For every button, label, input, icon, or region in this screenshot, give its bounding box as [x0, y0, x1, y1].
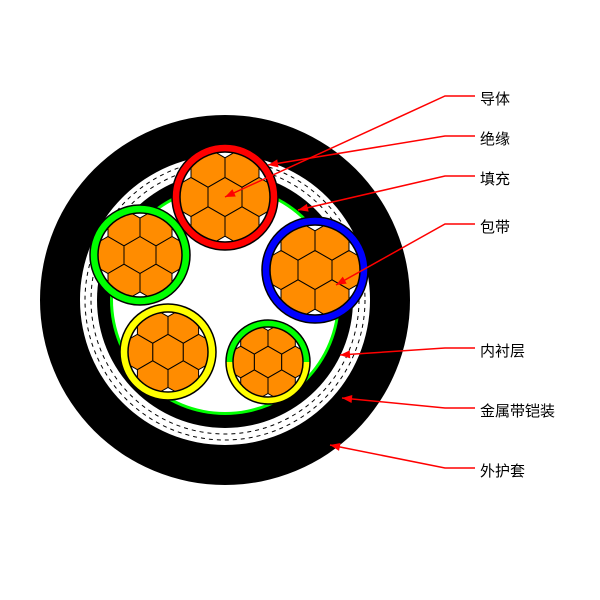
label-5: 金属带铠装: [480, 400, 555, 421]
label-1: 绝缘: [480, 128, 510, 149]
label-4: 内衬层: [480, 340, 525, 361]
label-6: 外护套: [480, 460, 525, 481]
label-0: 导体: [480, 88, 510, 109]
label-3: 包带: [480, 216, 510, 237]
label-2: 填充: [480, 168, 510, 189]
